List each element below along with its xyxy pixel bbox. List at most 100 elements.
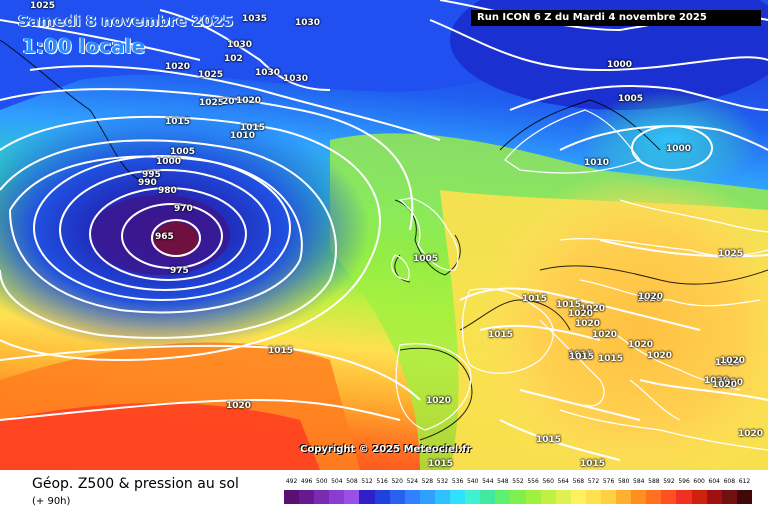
scale-swatch xyxy=(329,490,345,504)
scale-swatch xyxy=(450,490,466,504)
isobar-label: 995 xyxy=(142,170,161,180)
isobar-label: 1015 xyxy=(240,123,266,133)
isobar-label: 1010 xyxy=(230,131,256,141)
scale-swatch xyxy=(676,490,692,504)
run-info: Run ICON 6 Z du Mardi 4 novembre 2025 xyxy=(471,10,761,26)
isobar-label: 1015 xyxy=(165,117,191,127)
isobar-label: 1015 xyxy=(522,294,548,304)
scale-label: 564 xyxy=(557,478,569,485)
isobar-lines xyxy=(0,0,768,460)
isobar-label: 1020 xyxy=(226,401,252,411)
scale-label: 572 xyxy=(587,478,600,485)
scale-label: 596 xyxy=(678,478,690,485)
scale-label: 556 xyxy=(527,478,539,485)
scale-label: 600 xyxy=(693,478,705,485)
isobar-label: 965 xyxy=(155,232,174,242)
isobar-label: 1020 xyxy=(638,292,664,302)
scale-label: 608 xyxy=(723,478,736,485)
isobar-label: 1020 xyxy=(568,309,594,319)
isobar-label: 1020 xyxy=(637,294,663,304)
scale-label: 500 xyxy=(316,478,328,485)
legend-title: Géop. Z500 & pression au sol xyxy=(32,476,239,492)
isobar-label: 1020 xyxy=(718,378,744,388)
color-scale xyxy=(284,490,752,504)
scale-label: 552 xyxy=(512,478,524,485)
scale-label: 536 xyxy=(451,478,464,485)
isobar-label: 1015 xyxy=(598,354,624,364)
scale-swatch xyxy=(465,490,481,504)
scale-swatch xyxy=(284,490,300,504)
isobar-label: 1025 xyxy=(718,249,744,259)
scale-label: 512 xyxy=(361,478,373,485)
scale-label: 520 xyxy=(391,478,403,485)
scale-label: 516 xyxy=(376,478,388,485)
scale-swatch xyxy=(600,490,617,504)
isobar-label: 1020 xyxy=(236,96,262,106)
scale-swatch xyxy=(585,490,601,504)
scale-swatch xyxy=(434,490,451,504)
scale-swatch xyxy=(419,490,435,504)
scale-swatch xyxy=(706,490,722,504)
scale-swatch xyxy=(540,490,556,504)
isobar-label: 975 xyxy=(170,266,189,276)
scale-label: 592 xyxy=(663,478,675,485)
scale-label: 580 xyxy=(617,478,630,485)
scale-label: 504 xyxy=(331,478,343,485)
isobar-label: 1015 xyxy=(556,300,582,310)
isobar-label: 1020 xyxy=(712,380,738,390)
isobar-label: 1025 xyxy=(198,70,224,80)
isobar-label: 1015 xyxy=(268,346,294,356)
isobar-label: 1020 xyxy=(704,376,730,386)
scale-swatch xyxy=(525,490,541,504)
isobar-label: 1020 xyxy=(715,358,741,368)
scale-swatch xyxy=(389,490,405,504)
scale-swatch xyxy=(510,490,526,504)
isobar-label: 1000 xyxy=(156,157,182,167)
isobar-label: 1030 xyxy=(283,74,309,84)
isobar-label: 1020 xyxy=(720,356,746,366)
isobar-label: 1015 xyxy=(568,350,594,360)
isobar-label: 1010 xyxy=(584,158,610,168)
local-time: 1:00 locale xyxy=(22,34,146,58)
scale-swatch xyxy=(359,490,375,504)
scale-swatch xyxy=(374,490,390,504)
scale-swatch xyxy=(495,490,511,504)
isobar-label: 1020 xyxy=(426,396,452,406)
weather-map: Samedi 8 novembre 2025 1:00 locale Run I… xyxy=(0,0,768,470)
isobar-label: 1020 xyxy=(647,351,673,361)
isobar-label: 1020 xyxy=(165,62,191,72)
scale-swatch xyxy=(555,490,571,504)
scale-label: 612 xyxy=(738,478,751,485)
scale-label: 524 xyxy=(406,478,419,485)
scale-label: 496 xyxy=(300,478,313,485)
isobar-label: 1005 xyxy=(413,254,439,264)
scale-swatch xyxy=(661,490,677,504)
scale-swatch xyxy=(344,490,360,504)
forecast-date: Samedi 8 novembre 2025 xyxy=(18,12,234,30)
isobar-label: 1020 xyxy=(580,304,606,314)
scale-label: 492 xyxy=(285,478,298,485)
isobar-label: 20 xyxy=(222,97,235,107)
land-borders xyxy=(391,109,768,451)
scale-swatch xyxy=(299,490,315,504)
isobar-label: 1000 xyxy=(607,60,633,70)
isobar-label: 1000 xyxy=(666,144,692,154)
scale-label: 604 xyxy=(708,478,720,485)
isobar-label: 980 xyxy=(158,186,177,196)
isobar-label: 1020 xyxy=(575,319,601,329)
isobar-label: 1015 xyxy=(569,352,595,362)
scale-label: 576 xyxy=(602,478,615,485)
isobar-label: 1020 xyxy=(592,330,618,340)
scale-label: 544 xyxy=(482,478,494,485)
isobar-label: 1030 xyxy=(255,68,281,78)
scale-swatch xyxy=(480,490,496,504)
isobar-label: 1005 xyxy=(170,147,196,157)
isobar-label: 1015 xyxy=(428,459,454,469)
scale-label: 508 xyxy=(346,478,358,485)
scale-label: 560 xyxy=(542,478,554,485)
isobar-label: 970 xyxy=(174,204,193,214)
scale-swatch xyxy=(691,490,707,504)
isobar-label: 1015 xyxy=(488,330,514,340)
isobar-label: 1030 xyxy=(295,18,321,28)
scale-label: 584 xyxy=(633,478,645,485)
